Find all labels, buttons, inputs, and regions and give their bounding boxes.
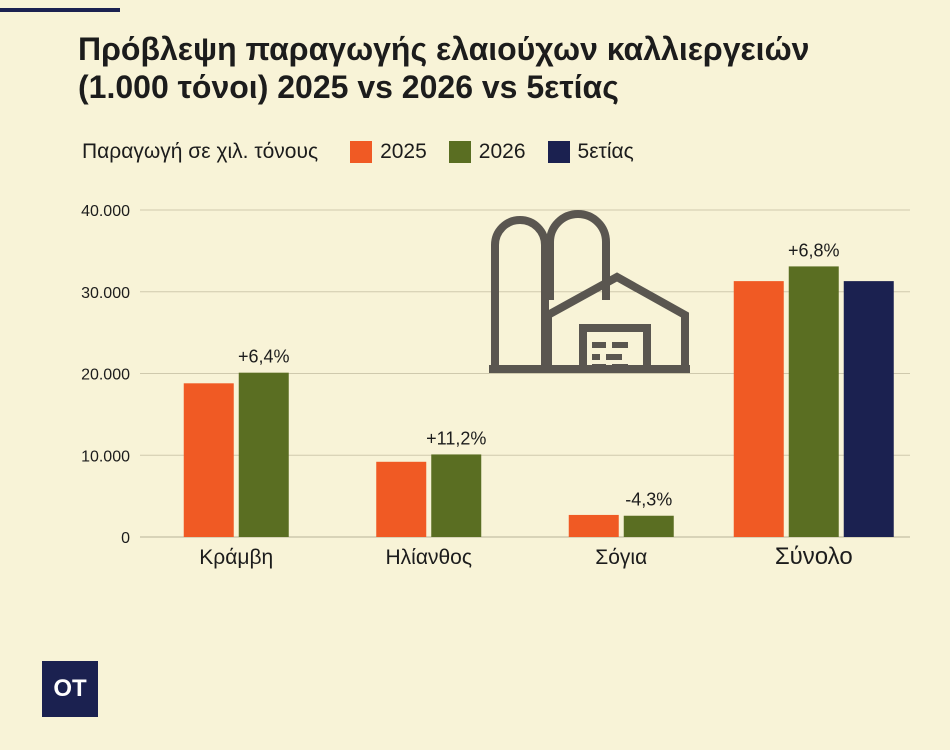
legend-swatch-5years	[547, 141, 570, 163]
y-tick-label: 0	[121, 530, 130, 547]
legend-swatch-2025	[350, 141, 373, 163]
legend-item-2026: 2026	[448, 140, 526, 164]
y-tick-label: 10.000	[81, 448, 130, 465]
bar-2025-1	[376, 461, 427, 537]
bar-annotation: +11,2%	[426, 428, 486, 448]
silo-right	[546, 210, 610, 300]
bar-2026-2	[623, 515, 674, 537]
bar-2025-0	[183, 383, 234, 537]
bar-annotation: -4,3%	[625, 490, 672, 510]
chart-title-line-1: Πρόβλεψη παραγωγής ελαιούχων καλλιεργειώ…	[78, 31, 810, 67]
silo-left	[491, 216, 549, 369]
legend-label-2026: 2026	[478, 140, 526, 163]
bar-2025-2	[568, 514, 619, 537]
bar-2026-1	[431, 454, 482, 537]
legend-swatch-2026	[448, 141, 471, 163]
y-tick-label: 40.000	[81, 203, 130, 220]
legend-unit-label: Παραγωγή σε χιλ. τόνους	[82, 140, 319, 163]
bar-annotation: +6,8%	[788, 240, 840, 260]
legend-label-2025: 2025	[380, 140, 427, 163]
x-category-label: Ηλίανθος	[386, 546, 472, 569]
top-accent-rule	[0, 8, 120, 12]
y-tick-label: 30.000	[81, 285, 130, 302]
barn-door-bricks	[592, 342, 628, 370]
y-axis-ticks: 0 10.000 20.000 30.000 40.000	[81, 203, 130, 547]
barn-outline	[544, 272, 689, 369]
bar-2026-3	[788, 266, 839, 537]
bar-annotation: +6,4%	[238, 347, 290, 367]
farm-silo-icon	[489, 210, 690, 373]
x-category-label: Σύνολο	[775, 543, 853, 570]
y-tick-label: 20.000	[81, 367, 130, 384]
bar-2025-3	[733, 281, 784, 537]
x-category-label: Σόγια	[595, 546, 647, 569]
bar-2026-0	[238, 372, 289, 537]
legend-item-2025: 2025	[350, 140, 427, 164]
chart-title: Πρόβλεψη παραγωγής ελαιούχων καλλιεργειώ…	[78, 30, 898, 106]
legend-label-5years: 5ετίας	[577, 140, 634, 163]
x-axis-labels: Κράμβη Ηλίανθος Σόγια Σύνολο	[199, 543, 852, 570]
bar-5ετίας-3	[843, 281, 894, 537]
barn-door	[579, 324, 651, 369]
bar-annotations: +6,4% +11,2% -4,3% +6,8%	[238, 240, 840, 509]
ot-logo: OT	[42, 661, 98, 717]
bars	[183, 266, 894, 537]
legend-item-5years: 5ετίας	[547, 140, 634, 164]
chart-legend: Παραγωγή σε χιλ. τόνους 2025 2026 5ετίας	[82, 137, 656, 167]
x-category-label: Κράμβη	[199, 546, 273, 569]
chart-title-line-2: (1.000 τόνοι) 2025 vs 2026 vs 5ετίας	[78, 69, 619, 105]
